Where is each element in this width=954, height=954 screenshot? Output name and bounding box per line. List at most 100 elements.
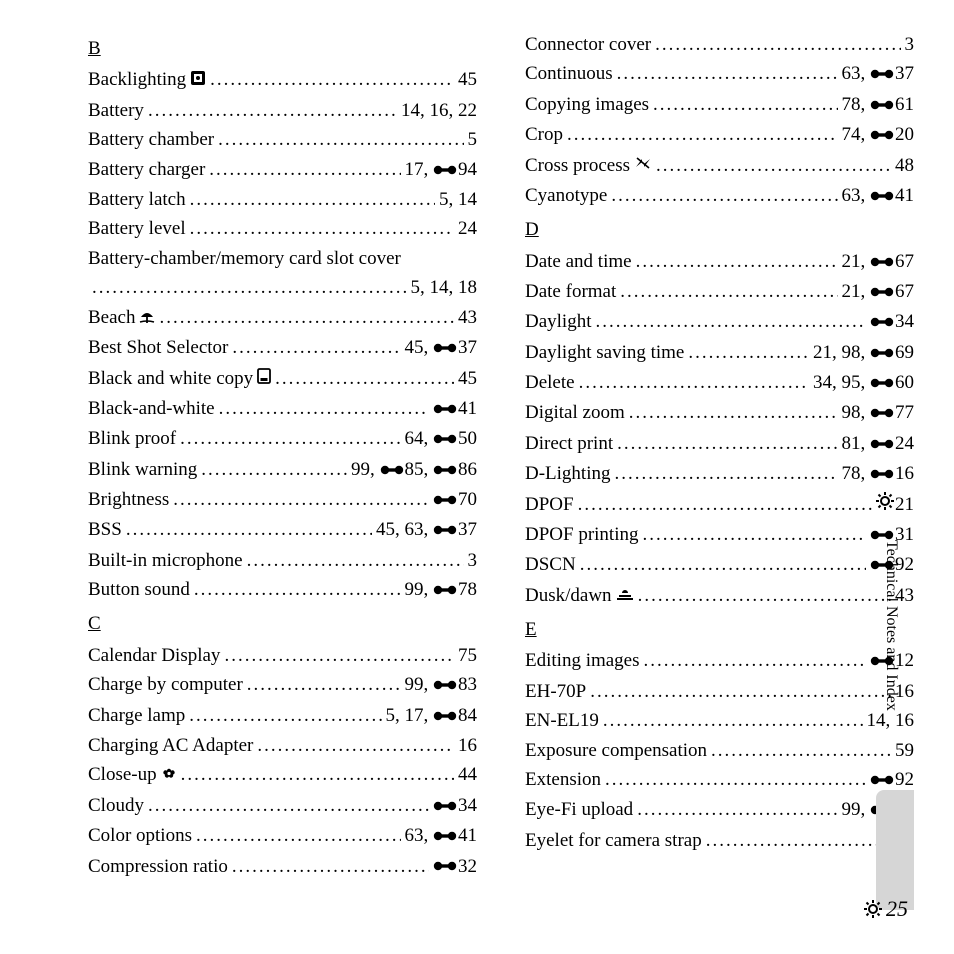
link-icon <box>870 182 894 211</box>
leader-dots <box>620 277 837 306</box>
index-refs: 45, 63, 37 <box>376 515 477 545</box>
page-ref: 75 <box>458 645 477 666</box>
index-term: Crop <box>525 120 563 149</box>
umbrella-icon <box>139 304 155 333</box>
page-ref: 24 <box>458 218 477 239</box>
link-icon <box>870 399 894 428</box>
index-refs: 43 <box>458 303 477 332</box>
page-ref: 32 <box>458 856 477 877</box>
link-icon <box>433 576 457 605</box>
index-term: DSCN <box>525 550 576 579</box>
leader-dots <box>580 550 866 579</box>
index-term: Eyelet for camera strap <box>525 826 702 855</box>
index-term: Brightness <box>88 485 169 514</box>
section-heading: E <box>525 615 914 644</box>
index-refs: 5, 14 <box>439 185 477 214</box>
leader-dots <box>126 515 372 544</box>
leader-dots <box>636 247 838 276</box>
page-ref: 77 <box>895 402 914 423</box>
page-ref: 67 <box>895 281 914 302</box>
leader-dots <box>196 821 401 850</box>
square-frame-icon <box>190 66 206 95</box>
index-term: Compression ratio <box>88 852 228 881</box>
page-ref: 95, <box>842 372 866 393</box>
section-heading: D <box>525 215 914 244</box>
link-icon <box>380 456 404 485</box>
page-ref: 85, <box>405 459 429 480</box>
page-ref: 5, <box>386 705 400 726</box>
index-term: BSS <box>88 515 122 544</box>
index-term: Extension <box>525 765 601 794</box>
link-icon <box>433 334 457 363</box>
page-ref: 21, <box>842 251 866 272</box>
page-ref: 78 <box>458 579 477 600</box>
link-icon <box>870 308 894 337</box>
page-ref: 84 <box>458 705 477 726</box>
index-refs: 63, 41 <box>842 181 915 211</box>
index-refs: 16 <box>458 731 477 760</box>
page-ref: 63, <box>842 185 866 206</box>
page-ref: 41 <box>458 825 477 846</box>
index-refs: 48 <box>895 151 914 180</box>
page-ref: 45, <box>405 337 429 358</box>
link-icon <box>870 430 894 459</box>
page-ref: 59 <box>895 740 914 761</box>
index-refs: 5, 17, 84 <box>386 701 478 731</box>
leader-dots <box>611 181 837 210</box>
page-ref: 83 <box>458 674 477 695</box>
link-icon <box>433 792 457 821</box>
index-refs: 34 <box>433 791 477 821</box>
link-icon <box>433 425 457 454</box>
section-heading: C <box>88 609 477 638</box>
index-refs: 78, 16 <box>842 459 915 489</box>
page-ref: 37 <box>458 519 477 540</box>
link-icon <box>433 395 457 424</box>
index-refs: 5 <box>468 125 478 154</box>
leader-dots <box>257 731 454 760</box>
index-refs: 14, 16, 22 <box>401 96 477 125</box>
link-icon <box>433 456 457 485</box>
page-ref: 61 <box>895 94 914 115</box>
index-refs: 81, 24 <box>842 429 915 459</box>
page-ref: 34 <box>458 795 477 816</box>
leader-dots <box>617 429 837 458</box>
index-term: Eye-Fi upload <box>525 795 633 824</box>
index-term: Dusk/dawn <box>525 581 634 611</box>
page-ref: 14, <box>401 100 425 121</box>
index-refs: 99, 78 <box>405 575 478 605</box>
page-ref: 14, <box>867 710 891 731</box>
index-term: Battery charger <box>88 155 205 184</box>
leader-dots <box>92 273 407 302</box>
leader-dots <box>148 791 429 820</box>
leader-dots <box>629 398 838 427</box>
page-ref: 92 <box>895 769 914 790</box>
leader-dots <box>643 520 867 549</box>
page-ref: 43 <box>458 307 477 328</box>
page-ref: 60 <box>895 372 914 393</box>
page-ref: 5, <box>411 277 425 298</box>
page-ref: 37 <box>458 337 477 358</box>
page-ref: 98, <box>842 402 866 423</box>
index-term: EH-70P <box>525 677 586 706</box>
index-term: EN-EL19 <box>525 706 599 735</box>
flower-icon <box>161 761 177 790</box>
leader-dots <box>148 96 397 125</box>
page-ref: 78, <box>842 463 866 484</box>
index-refs: 64, 50 <box>405 424 478 454</box>
index-term: Built-in microphone <box>88 546 243 575</box>
page-ref: 70 <box>458 489 477 510</box>
index-refs: 98, 77 <box>842 398 915 428</box>
leader-dots <box>232 852 429 881</box>
index-refs: 21, 67 <box>842 247 915 277</box>
side-label: Technical Notes and Index <box>882 540 900 711</box>
leader-dots <box>173 485 429 514</box>
page-ref: 45, <box>376 519 400 540</box>
index-term: Daylight <box>525 307 592 336</box>
page-ref: 98, <box>842 342 866 363</box>
link-icon <box>870 460 894 489</box>
index-refs: 34 <box>870 307 914 337</box>
page-ref: 24 <box>895 433 914 454</box>
page-ref: 5 <box>468 129 478 150</box>
index-refs: 32 <box>433 852 477 882</box>
index-term: Black-and-white <box>88 394 215 423</box>
